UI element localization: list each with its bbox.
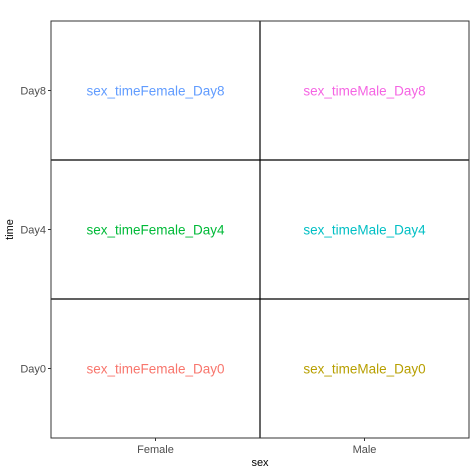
cell-label: sex_timeMale_Day8: [303, 84, 425, 99]
y-axis: Day0 Day4 Day8: [20, 86, 51, 376]
x-axis: Female Male: [137, 438, 376, 456]
cell-label: sex_timeMale_Day4: [303, 223, 426, 238]
x-axis-title: sex: [251, 457, 269, 469]
cell-label: sex_timeMale_Day0: [303, 362, 425, 377]
cell-labels: sex_timeFemale_Day8 sex_timeMale_Day8 sex_…: [86, 84, 426, 377]
cell-label: sex_timeFemale_Day0: [86, 362, 224, 377]
y-axis-title: time: [4, 219, 16, 240]
x-tick-label: Female: [137, 444, 174, 456]
cell-grid-lines: [51, 21, 469, 438]
y-tick-label: Day8: [20, 86, 46, 98]
cell-label: sex_timeFemale_Day8: [86, 84, 224, 99]
x-tick-label: Male: [353, 444, 377, 456]
y-tick-label: Day0: [20, 364, 46, 376]
cell-label: sex_timeFemale_Day4: [86, 223, 225, 238]
y-tick-label: Day4: [20, 225, 46, 237]
